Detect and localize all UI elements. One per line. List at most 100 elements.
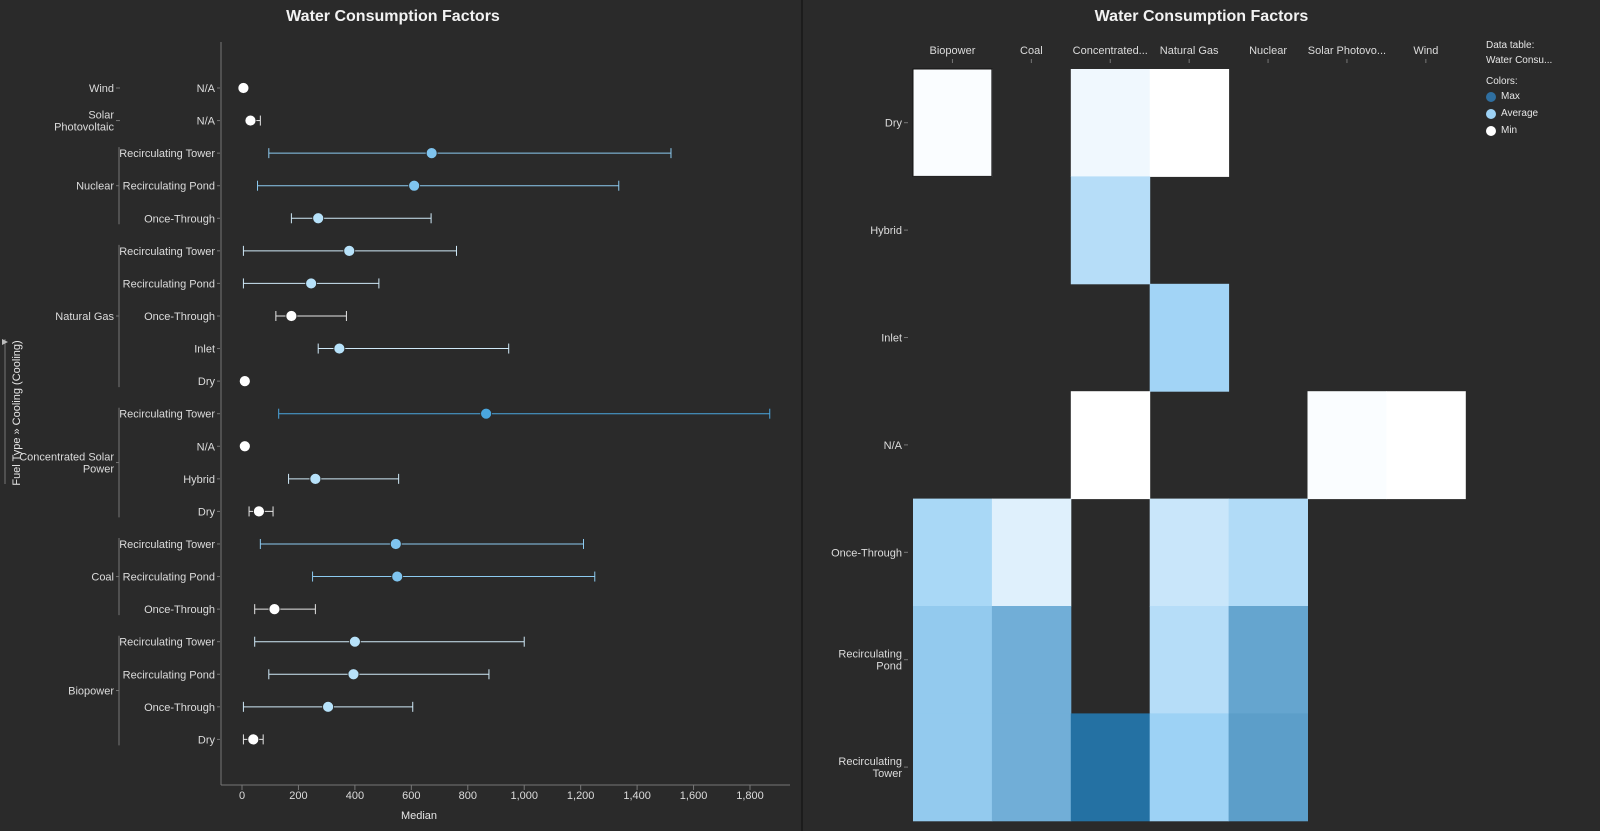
legend-data-table-value[interactable]: Water Consu...	[1486, 55, 1553, 66]
group-solar-photovoltaic-n-a-median-point[interactable]	[244, 114, 257, 127]
row-label-recirculating-pond: Pond	[876, 661, 902, 673]
group-nuclear-once-through-median-point[interactable]	[312, 212, 325, 225]
group-nuclear-recirculating-tower-median-point[interactable]	[425, 147, 438, 160]
heatmap-cell-once-through-natural-gas[interactable]	[1149, 498, 1230, 607]
row-label-recirculating-pond: Recirculating	[838, 649, 902, 661]
x-tick-label: 400	[346, 790, 364, 802]
legend-entry-average[interactable]: Average	[1486, 108, 1552, 119]
group-natural-gas-inlet-median-point[interactable]	[333, 342, 346, 355]
column-label-natural-gas: Natural Gas	[1160, 45, 1219, 57]
column-label-solar-photovo: Solar Photovo...	[1308, 45, 1386, 57]
right-chart-title: Water Consumption Factors	[1094, 8, 1309, 25]
heatmap-cell-n-a-wind[interactable]	[1386, 391, 1466, 500]
selected-cell-outline	[912, 68, 993, 177]
group-coal-once-through-median-point[interactable]	[268, 603, 281, 616]
heatmap-cell-inlet-natural-gas[interactable]	[1149, 283, 1230, 392]
group-concentrated-solar-power-dry-median-point[interactable]	[253, 505, 265, 518]
legend-swatch-max	[1486, 91, 1496, 102]
column-label-biopower: Biopower	[930, 45, 976, 57]
group-biopower-recirculating-tower-cooling-label: Recirculating Tower	[119, 637, 215, 649]
row-label-dry: Dry	[885, 118, 903, 130]
x-axis-label: Median	[401, 810, 437, 822]
legend-swatch-average	[1486, 108, 1496, 119]
row-label-recirculating-tower: Recirculating	[838, 756, 902, 768]
group-biopower-recirculating-pond-cooling-label: Recirculating Pond	[123, 669, 215, 681]
dot-range-chart[interactable]: 0 200 400 600 800 1,000 1,200 1,400 1,600 1,800 Me…	[0, 0, 801, 831]
group-natural-gas-once-through-cooling-label: Once-Through	[144, 311, 215, 323]
legend-label-average: Average	[1501, 108, 1539, 119]
heatmap-cell-dry-natural-gas[interactable]	[1149, 69, 1230, 177]
heatmap-cell-hybrid-concentrated[interactable]	[1070, 176, 1151, 285]
group-solar-photovoltaic-label: Photovoltaic	[54, 122, 114, 134]
x-tick-label: 1,000	[510, 790, 538, 802]
group-natural-gas-once-through-median-point[interactable]	[285, 310, 298, 322]
heatmap-cell-once-through-coal[interactable]	[991, 498, 1072, 607]
group-coal-recirculating-pond-median-point[interactable]	[391, 570, 404, 583]
group-coal-once-through-cooling-label: Once-Through	[144, 604, 215, 616]
heatmap-cell-recirculating-tower-concentrated[interactable]	[1070, 713, 1151, 822]
group-natural-gas-dry-cooling-label: Dry	[198, 376, 216, 388]
group-biopower-dry-median-point[interactable]	[247, 733, 260, 746]
heatmap-cell-recirculating-pond-coal[interactable]	[991, 606, 1072, 714]
legend-data-table-label: Data table:	[1486, 40, 1535, 51]
heatmap-cell-recirculating-pond-biopower[interactable]	[913, 606, 993, 714]
heatmap-cell-n-a-solar-photovo[interactable]	[1307, 391, 1387, 500]
panel-divider[interactable]	[801, 0, 803, 831]
heatmap-cell-recirculating-tower-nuclear[interactable]	[1228, 713, 1308, 822]
group-biopower-once-through-cooling-label: Once-Through	[144, 702, 215, 714]
group-biopower-once-through-median-point[interactable]	[322, 700, 334, 713]
legend-entry-min[interactable]: Min	[1486, 125, 1552, 136]
row-label-n-a: N/A	[884, 440, 903, 452]
heatmap-cell-recirculating-pond-natural-gas[interactable]	[1149, 606, 1230, 714]
group-wind-label: Wind	[89, 83, 114, 95]
left-chart-title: Water Consumption Factors	[286, 8, 500, 25]
group-wind-n-a-median-point[interactable]	[237, 82, 250, 94]
x-tick-label: 1,200	[567, 790, 595, 802]
group-nuclear-label: Nuclear	[76, 181, 114, 193]
group-natural-gas-dry-median-point[interactable]	[238, 375, 251, 388]
group-biopower-recirculating-pond-median-point[interactable]	[347, 668, 360, 681]
group-natural-gas-recirculating-tower-median-point[interactable]	[343, 244, 356, 257]
group-concentrated-solar-power-hybrid-cooling-label: Hybrid	[183, 474, 215, 486]
column-label-coal: Coal	[1020, 45, 1043, 57]
heatmap-cell-once-through-biopower[interactable]	[913, 498, 993, 607]
group-solar-photovoltaic-label: Solar	[88, 110, 114, 122]
y-axis-label: Fuel Type » Cooling (Cooling)	[11, 340, 23, 485]
heatmap-cell-recirculating-tower-natural-gas[interactable]	[1149, 713, 1230, 822]
group-coal-recirculating-tower-median-point[interactable]	[389, 538, 402, 550]
column-label-wind: Wind	[1413, 45, 1438, 57]
group-natural-gas-recirculating-pond-median-point[interactable]	[305, 277, 318, 290]
group-concentrated-solar-power-label: Concentrated Solar	[19, 452, 114, 464]
group-concentrated-solar-power-n-a-cooling-label: N/A	[197, 441, 216, 453]
heatmap-cell-n-a-concentrated[interactable]	[1070, 391, 1151, 500]
x-tick-label: 0	[239, 790, 245, 802]
row-label-recirculating-tower: Tower	[873, 768, 903, 780]
group-concentrated-solar-power-recirculating-tower-cooling-label: Recirculating Tower	[119, 409, 215, 421]
heatmap-cell-recirculating-pond-nuclear[interactable]	[1228, 606, 1308, 714]
heatmap-cell-once-through-nuclear[interactable]	[1228, 498, 1308, 607]
group-concentrated-solar-power-label: Power	[83, 464, 115, 476]
heatmap-cell-dry-biopower[interactable]	[913, 69, 993, 177]
group-natural-gas-recirculating-tower-cooling-label: Recirculating Tower	[119, 246, 215, 258]
heatmap-cell-recirculating-tower-biopower[interactable]	[913, 713, 993, 822]
heatmap-cell-dry-concentrated[interactable]	[1070, 69, 1151, 177]
row-label-hybrid: Hybrid	[870, 225, 902, 237]
group-concentrated-solar-power-recirculating-tower-median-point[interactable]	[480, 407, 493, 420]
heatmap-cell-recirculating-tower-coal[interactable]	[991, 713, 1072, 822]
group-biopower-recirculating-tower-median-point[interactable]	[348, 635, 361, 648]
collapse-arrow-icon[interactable]	[2, 339, 8, 345]
group-coal-recirculating-pond-cooling-label: Recirculating Pond	[123, 572, 215, 584]
x-tick-label: 1,800	[736, 790, 764, 802]
x-tick-label: 1,600	[680, 790, 708, 802]
heatmap-chart[interactable]: Biopower Coal Concentrated... Natural Gas Nu…	[803, 0, 1600, 831]
group-nuclear-recirculating-tower-cooling-label: Recirculating Tower	[119, 148, 215, 160]
group-biopower-dry-cooling-label: Dry	[198, 734, 216, 746]
group-nuclear-recirculating-pond-median-point[interactable]	[408, 179, 421, 192]
group-concentrated-solar-power-hybrid-median-point[interactable]	[309, 472, 322, 485]
dot-range-panel: Water Consumption Factors 0 200 400 600 800 1…	[0, 0, 801, 831]
group-nuclear-recirculating-pond-cooling-label: Recirculating Pond	[123, 181, 215, 193]
group-natural-gas-label: Natural Gas	[55, 311, 114, 323]
x-tick-label: 800	[459, 790, 477, 802]
group-concentrated-solar-power-n-a-median-point[interactable]	[238, 440, 251, 453]
legend-entry-max[interactable]: Max	[1486, 91, 1552, 102]
